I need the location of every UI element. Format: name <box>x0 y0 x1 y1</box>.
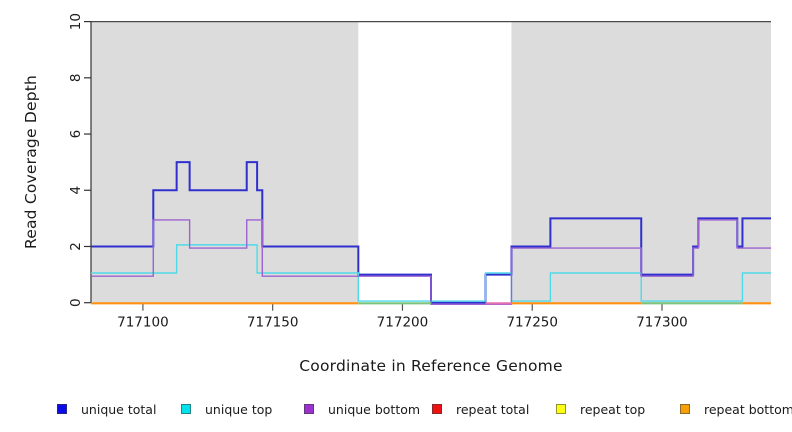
shaded-region-0 <box>91 21 359 303</box>
y-tick-label: 0 <box>68 298 84 307</box>
x-tick-label: 717200 <box>377 315 429 331</box>
y-tick-label: 2 <box>68 242 84 251</box>
x-axis-title: Coordinate in Reference Genome <box>299 357 563 375</box>
x-tick-label: 717100 <box>117 315 169 331</box>
legend-item-unique-top: unique top <box>181 400 272 418</box>
x-tick-label: 717150 <box>247 315 299 331</box>
legend-item-unique-total: unique total <box>57 400 156 418</box>
y-axis-title: Read Coverage Depth <box>22 74 40 250</box>
x-tick-label: 717300 <box>636 315 688 331</box>
legend-label: repeat bottom <box>704 401 792 417</box>
legend-item-unique-bottom: unique bottom <box>304 400 420 418</box>
legend-label: unique top <box>205 401 273 417</box>
legend: unique total unique top unique bottom repea… <box>0 400 792 422</box>
y-tick-label: 10 <box>68 13 84 30</box>
series-unique-bottom-line <box>91 219 771 305</box>
legend-label: unique bottom <box>328 401 421 417</box>
legend-swatch-repeat-bottom <box>680 404 690 414</box>
legend-swatch-unique-bottom <box>304 404 314 414</box>
legend-label: unique total <box>81 401 157 417</box>
legend-label: repeat total <box>456 401 530 417</box>
legend-swatch-repeat-top <box>556 404 566 414</box>
y-tick-label: 6 <box>68 130 84 139</box>
legend-item-repeat-top: repeat top <box>556 400 645 418</box>
y-tick-label: 4 <box>68 186 84 195</box>
y-tick-label: 8 <box>68 74 84 83</box>
legend-label: repeat top <box>580 401 646 417</box>
x-tick-label: 717250 <box>506 315 558 331</box>
legend-swatch-unique-total <box>57 404 67 414</box>
legend-swatch-unique-top <box>181 404 191 414</box>
legend-item-repeat-bottom: repeat bottom <box>680 400 792 418</box>
legend-item-repeat-total: repeat total <box>432 400 529 418</box>
series-unique-top-line <box>91 244 771 302</box>
legend-swatch-repeat-total <box>432 404 442 414</box>
